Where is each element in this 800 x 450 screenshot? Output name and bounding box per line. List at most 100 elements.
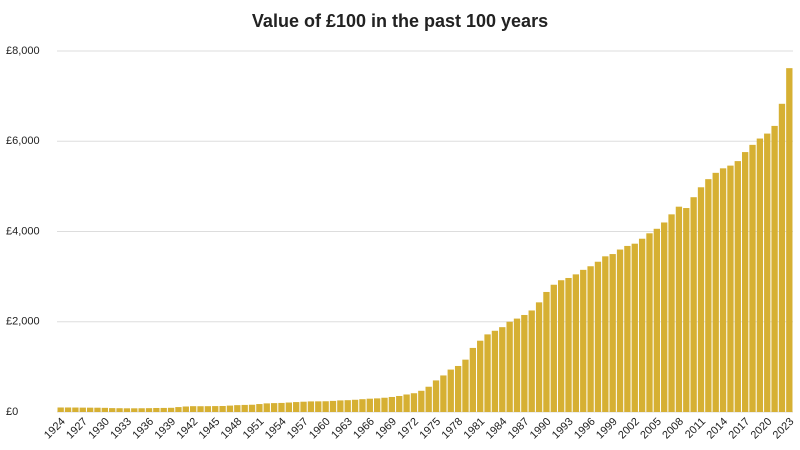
bar [373, 398, 381, 412]
y-tick-label: £6,000 [6, 135, 40, 147]
bar [653, 228, 661, 412]
bar [359, 399, 366, 412]
bar [646, 233, 653, 412]
bar [256, 404, 263, 412]
bar [499, 327, 506, 412]
bar [786, 68, 793, 413]
bar [381, 397, 388, 412]
bar [624, 245, 631, 412]
bar [153, 407, 160, 412]
x-tick-label: 2011 [683, 416, 708, 441]
x-tick-label: 1996 [572, 416, 598, 442]
bar [491, 330, 499, 412]
x-tick-label: 1993 [550, 416, 576, 442]
bar [270, 403, 278, 412]
bar [101, 407, 109, 412]
bar [587, 266, 594, 412]
bar [778, 103, 786, 412]
y-tick-label: £8,000 [6, 45, 40, 57]
x-tick-label: 1999 [594, 416, 620, 442]
x-tick-label: 1975 [417, 416, 443, 442]
bar [668, 214, 675, 412]
x-tick-label: 1960 [307, 416, 333, 442]
y-tick-label: £0 [6, 406, 18, 418]
x-tick-label: 2020 [749, 416, 775, 442]
bar [425, 386, 432, 412]
bar [557, 280, 565, 412]
bar [160, 407, 167, 412]
bar [86, 407, 94, 412]
x-tick-label: 1936 [130, 416, 156, 442]
bar [749, 144, 756, 413]
bar [741, 152, 749, 412]
bar [278, 402, 285, 412]
bar [484, 334, 491, 412]
x-tick-label: 1951 [241, 416, 267, 442]
x-tick-label: 1933 [108, 416, 134, 442]
bar [396, 395, 403, 412]
bar [675, 206, 683, 412]
bar [550, 284, 557, 412]
y-tick-label: £4,000 [6, 225, 40, 237]
bar [477, 340, 484, 412]
chart-title: Value of £100 in the past 100 years [252, 11, 548, 31]
bar [293, 402, 300, 412]
bar [764, 133, 771, 413]
bar [580, 269, 587, 412]
x-tick-label: 1930 [86, 416, 112, 442]
bar [462, 359, 469, 412]
bar [351, 399, 359, 412]
x-tick-label: 2008 [660, 416, 686, 442]
bar [109, 408, 116, 412]
bar [572, 274, 580, 412]
bar [697, 187, 705, 412]
bar [234, 405, 241, 412]
bar [543, 291, 550, 412]
bar [513, 318, 521, 412]
bar [727, 165, 734, 412]
x-tick-label: 1927 [64, 416, 90, 442]
x-tick-label: 1954 [263, 416, 289, 442]
bar [263, 403, 270, 412]
x-tick-label: 1990 [528, 416, 554, 442]
bar [64, 407, 72, 412]
bar [123, 408, 131, 412]
bar [322, 401, 329, 412]
bar [440, 375, 447, 412]
bar [521, 314, 528, 412]
bar [219, 405, 226, 412]
x-tick-label: 1981 [462, 416, 488, 442]
bar [248, 404, 256, 412]
bar [388, 396, 396, 412]
bar [337, 400, 344, 412]
bar [366, 398, 373, 412]
bar [447, 369, 454, 412]
bar [616, 249, 624, 412]
bar [57, 407, 64, 412]
bar [756, 138, 764, 413]
bar [705, 179, 712, 412]
bar [719, 168, 727, 412]
x-tick-label: 1963 [329, 416, 355, 442]
bar [241, 404, 248, 412]
bar [315, 401, 322, 412]
x-tick-label: 1966 [351, 416, 377, 442]
x-tick-label: 2017 [727, 416, 753, 442]
bar [131, 408, 138, 412]
bar [204, 406, 212, 412]
x-tick-label: 1942 [175, 416, 201, 442]
bar [469, 347, 477, 412]
bar [197, 406, 204, 412]
bar [145, 408, 153, 412]
bar [212, 406, 219, 412]
bar [167, 407, 175, 412]
bar [565, 277, 572, 412]
bar [285, 402, 293, 412]
x-tick-label: 1924 [42, 416, 68, 442]
bar [506, 321, 513, 412]
bar [94, 407, 101, 412]
bar [116, 408, 123, 412]
bar [771, 125, 778, 412]
x-tick-label: 1969 [373, 416, 399, 442]
